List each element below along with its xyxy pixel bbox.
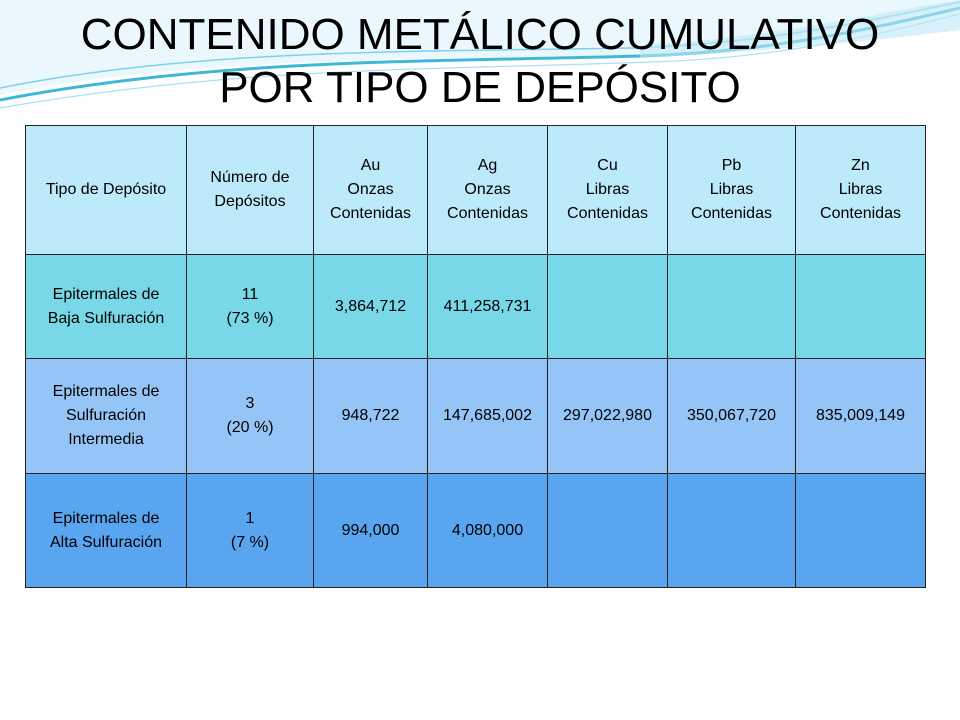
- cell-cu: [547, 254, 668, 359]
- cell-numero: 3 (20 %): [186, 358, 314, 474]
- cell-au: 948,722: [313, 358, 428, 474]
- cell-zn: [795, 254, 926, 359]
- table-header-row: Tipo de Depósito Número de Depósitos Au …: [25, 125, 926, 255]
- cell-zn: [795, 473, 926, 588]
- cell-numero: 11 (73 %): [186, 254, 314, 359]
- cell-tipo: Epitermales de Baja Sulfuración: [25, 254, 187, 359]
- cell-numero: 1 (7 %): [186, 473, 314, 588]
- header-tipo: Tipo de Depósito: [25, 125, 187, 255]
- header-zn: Zn Libras Contenidas: [795, 125, 926, 255]
- metal-content-table: Tipo de Depósito Número de Depósitos Au …: [25, 125, 926, 588]
- header-au: Au Onzas Contenidas: [313, 125, 428, 255]
- table-row: Epitermales de Sulfuración Intermedia 3 …: [25, 358, 926, 474]
- cell-ag: 147,685,002: [427, 358, 548, 474]
- cell-pb: 350,067,720: [667, 358, 796, 474]
- header-cu: Cu Libras Contenidas: [547, 125, 668, 255]
- decorative-swoosh: [0, 0, 960, 109]
- title-line-2: POR TIPO DE DEPÓSITO: [219, 63, 741, 112]
- cell-tipo: Epitermales de Sulfuración Intermedia: [25, 358, 187, 474]
- cell-ag: 411,258,731: [427, 254, 548, 359]
- title-line-1: CONTENIDO METÁLICO CUMULATIVO: [80, 10, 880, 59]
- cell-au: 3,864,712: [313, 254, 428, 359]
- table-row: Epitermales de Alta Sulfuración 1 (7 %) …: [25, 473, 926, 588]
- cell-zn: 835,009,149: [795, 358, 926, 474]
- cell-cu: 297,022,980: [547, 358, 668, 474]
- table-row: Epitermales de Baja Sulfuración 11 (73 %…: [25, 254, 926, 359]
- cell-au: 994,000: [313, 473, 428, 588]
- header-pb: Pb Libras Contenidas: [667, 125, 796, 255]
- cell-tipo: Epitermales de Alta Sulfuración: [25, 473, 187, 588]
- cell-pb: [667, 473, 796, 588]
- slide-title: CONTENIDO METÁLICO CUMULATIVO POR TIPO D…: [0, 8, 960, 114]
- header-numero: Número de Depósitos: [186, 125, 314, 255]
- cell-cu: [547, 473, 668, 588]
- header-ag: Ag Onzas Contenidas: [427, 125, 548, 255]
- cell-ag: 4,080,000: [427, 473, 548, 588]
- cell-pb: [667, 254, 796, 359]
